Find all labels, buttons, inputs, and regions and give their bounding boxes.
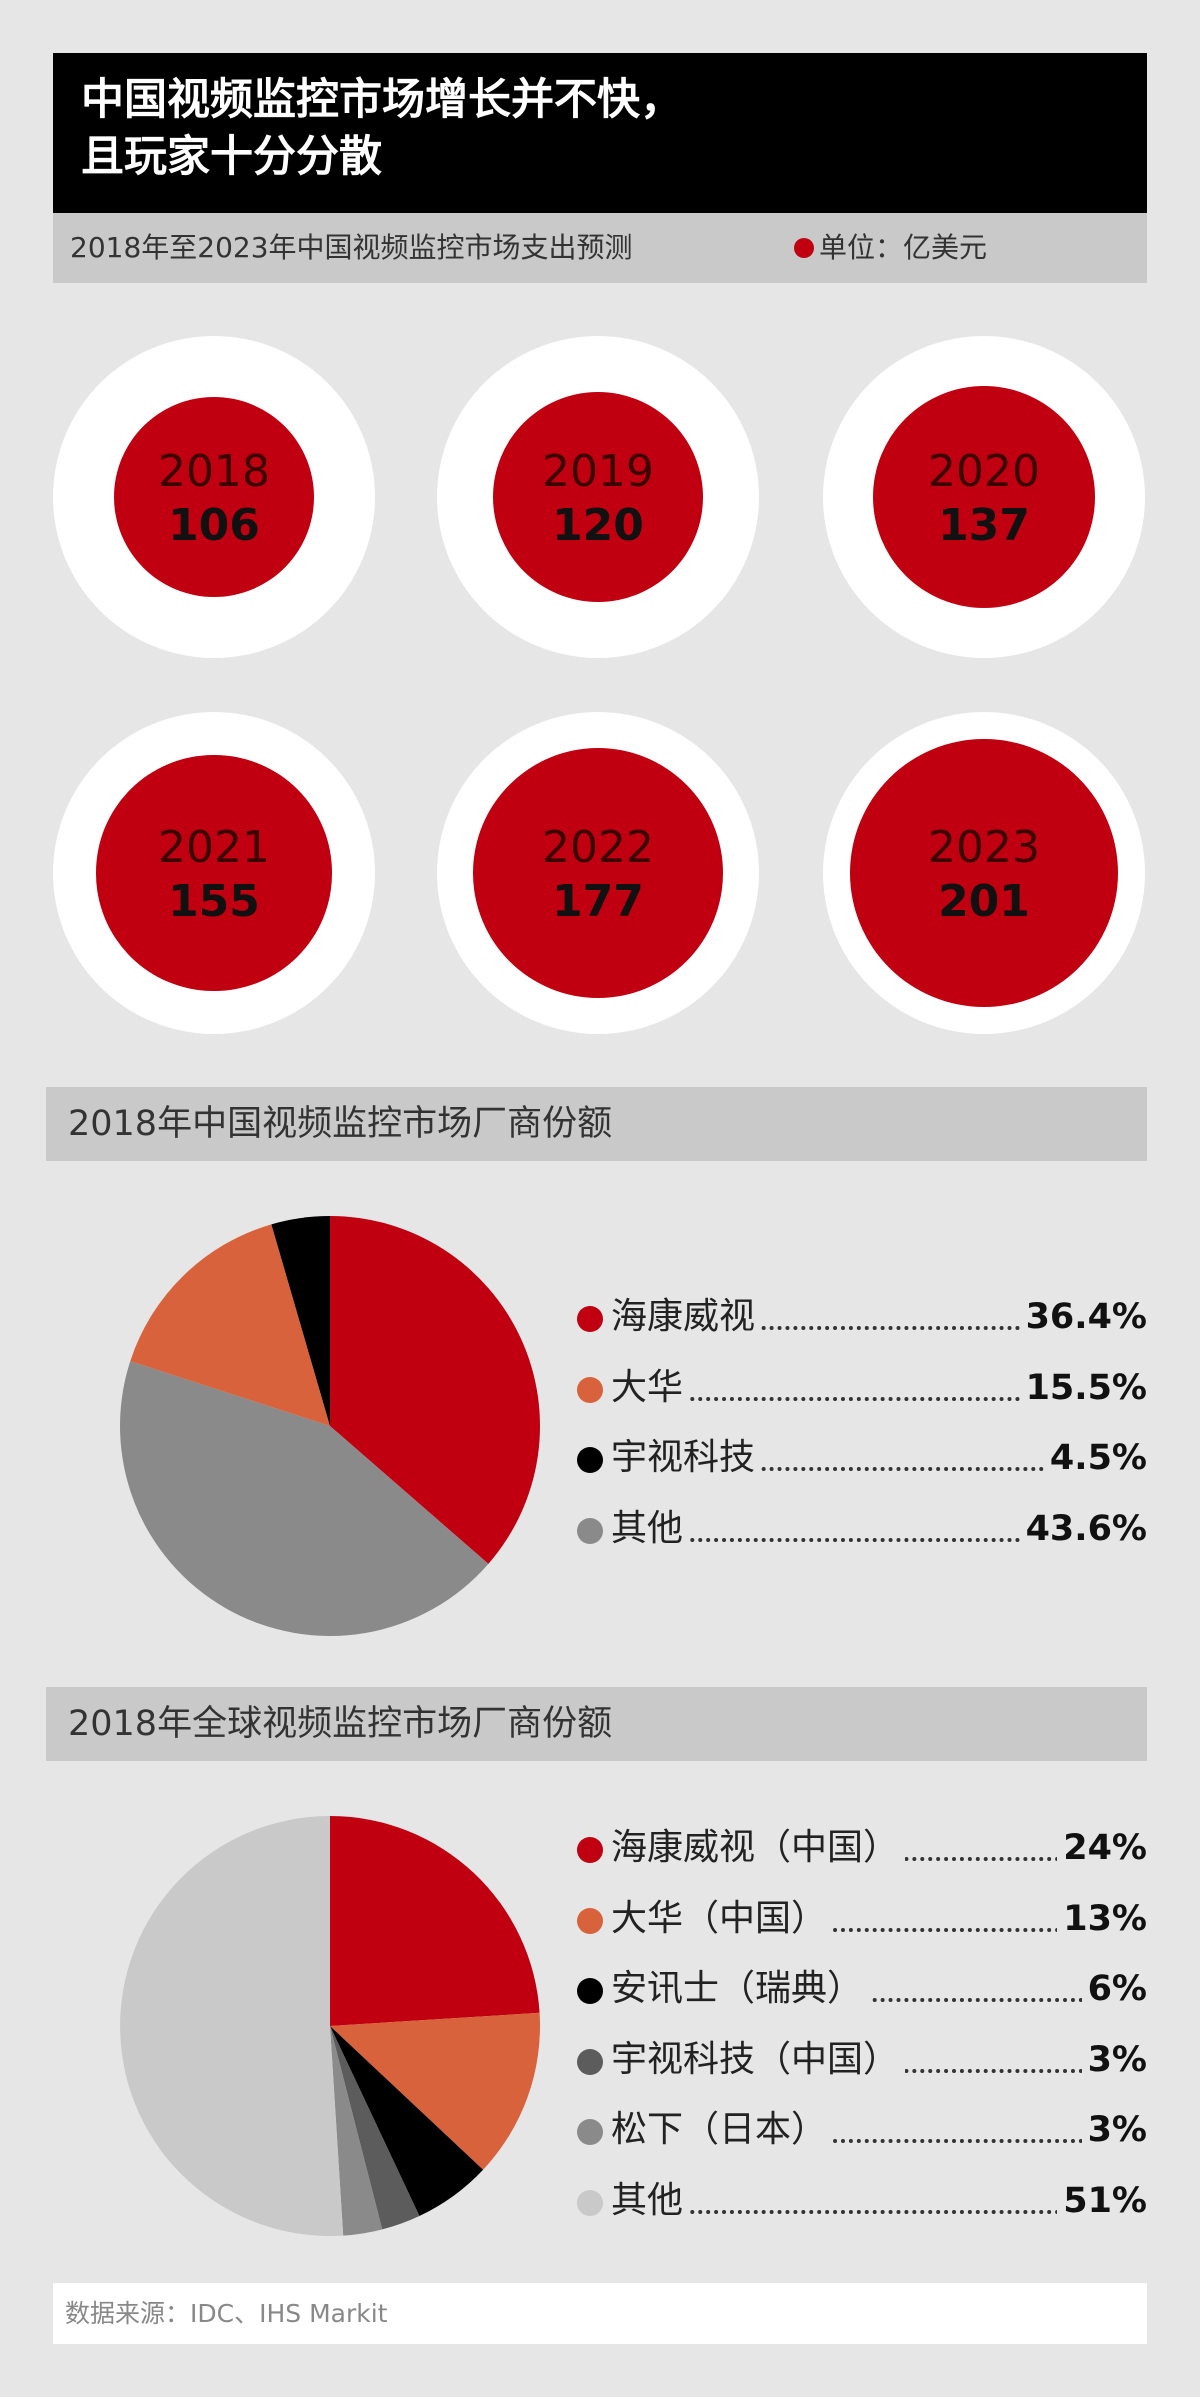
global-share-section-bar: 2018年全球视频监控市场厂商份额	[46, 1687, 1147, 1761]
legend-leader-dots	[611, 1467, 1147, 1471]
legend-dot-icon	[577, 2189, 603, 2216]
legend-item: 海康威视（中国） 24%	[577, 1824, 1147, 1872]
legend-leader-dots	[611, 1326, 1147, 1330]
pie-slice-1	[120, 1361, 489, 1636]
legend-item: 宇视科技（中国） 3%	[577, 2035, 1147, 2084]
legend-item: 大华（中国） 13%	[577, 1894, 1147, 1943]
legend-value: 36.4%	[1019, 1293, 1147, 1341]
bubble-year-label: 2019	[542, 446, 654, 497]
pie-slice-5	[120, 1816, 344, 2236]
legend-value: 43.6%	[1019, 1504, 1147, 1553]
bubble-2020	[872, 385, 1096, 609]
legend-value: 6%	[1081, 1965, 1147, 2013]
global-share-title: 2018年全球视频监控市场厂商份额	[68, 1704, 613, 1744]
bubble-2023	[850, 739, 1118, 1007]
global-share-pie	[120, 1816, 541, 2236]
legend-leader-dots	[611, 2209, 1147, 2214]
legend-label: 松下（日本）	[611, 2106, 834, 2154]
bubble-2018	[114, 397, 314, 597]
pie-slice-2	[130, 1224, 330, 1426]
legend-leader-dots	[611, 1927, 1147, 1932]
legend-value: 13%	[1057, 1894, 1147, 1943]
legend-dot-icon	[577, 1447, 603, 1473]
bubble-2019	[492, 391, 703, 602]
china-share-section-bar: 2018年中国视频监控市场厂商份额	[46, 1087, 1147, 1161]
legend-leader-dots	[611, 1537, 1147, 1542]
legend-dot-icon	[577, 2048, 603, 2075]
legend-value: 51%	[1057, 2176, 1147, 2225]
bubble-year-label: 2018	[158, 446, 270, 497]
pie-slice-0	[330, 1816, 540, 2026]
legend-label: 海康威视（中国）	[611, 1824, 906, 1872]
legend-label: 宇视科技	[611, 1434, 762, 1482]
legend-dot-icon	[577, 1837, 603, 1863]
bubble-value-label: 120	[552, 500, 644, 551]
pie-slice-0	[330, 1216, 540, 1564]
legend-label: 安讯士（瑞典）	[611, 1965, 870, 2013]
legend-item: 大华 15.5%	[577, 1363, 1147, 1412]
subtitle-bar: 2018年至2023年中国视频监控市场支出预测 单位：亿美元	[53, 213, 1147, 283]
pie-slice-4	[330, 2026, 383, 2236]
legend-dot-icon	[577, 1517, 603, 1544]
source-note: 数据来源：IDC、IHS Markit	[65, 2299, 388, 2328]
legend-label: 大华	[611, 1363, 690, 1412]
unit-label: 单位：亿美元	[819, 231, 988, 264]
legend-leader-dots	[611, 1396, 1147, 1401]
legend-item: 宇视科技 4.5%	[577, 1434, 1147, 1482]
legend-value: 15.5%	[1019, 1363, 1147, 1412]
legend-item: 安讯士（瑞典） 6%	[577, 1965, 1147, 2013]
legend-dot-icon	[577, 1376, 603, 1403]
title-block: 中国视频监控市场增长并不快， 且玩家十分分散	[53, 53, 1147, 213]
page-title-line1: 中国视频监控市场增长并不快，	[81, 75, 683, 125]
bubble-2022	[472, 747, 724, 999]
source-bar: 数据来源：IDC、IHS Markit	[53, 2283, 1147, 2344]
bubble-value-label: 106	[168, 500, 260, 551]
legend-value: 3%	[1081, 2035, 1147, 2084]
spend-bubble-chart: 2018 106 2019 120 2020 137 2021 155 2022 177 2023 2…	[0, 0, 1200, 1040]
legend-dot-icon	[577, 1907, 603, 1934]
unit-dot-icon	[794, 238, 814, 258]
bubble-value-label: 177	[552, 876, 644, 927]
page-title-line2: 且玩家十分分散	[81, 132, 382, 182]
legend-value: 3%	[1081, 2106, 1147, 2154]
pie-slice-1	[330, 2012, 541, 2170]
legend-item: 其他 43.6%	[577, 1504, 1147, 1553]
legend-value: 24%	[1057, 1824, 1147, 1872]
legend-item: 松下（日本） 3%	[577, 2106, 1147, 2154]
legend-label: 大华（中国）	[611, 1894, 834, 1943]
chart-subtitle: 2018年至2023年中国视频监控市场支出预测	[70, 231, 633, 264]
bubble-2021	[96, 755, 332, 991]
legend-leader-dots	[611, 2139, 1147, 2143]
legend-dot-icon	[577, 1978, 603, 2004]
legend-label: 其他	[611, 2176, 690, 2225]
bubble-value-label: 201	[938, 876, 1030, 927]
pie-slice-3	[330, 2026, 420, 2230]
pie-slice-2	[330, 2026, 484, 2217]
legend-label: 其他	[611, 1504, 690, 1553]
legend-item: 海康威视 36.4%	[577, 1293, 1147, 1341]
bubble-value-label: 155	[168, 876, 260, 927]
bubble-year-label: 2022	[542, 822, 654, 873]
china-share-title: 2018年中国视频监控市场厂商份额	[68, 1104, 613, 1144]
legend-label: 宇视科技（中国）	[611, 2035, 906, 2084]
pie-slice-3	[271, 1216, 330, 1426]
legend-leader-dots	[611, 1998, 1147, 2002]
legend-label: 海康威视	[611, 1293, 762, 1341]
legend-item: 其他 51%	[577, 2176, 1147, 2225]
legend-dot-icon	[577, 1306, 603, 1332]
legend-value: 4.5%	[1043, 1434, 1147, 1482]
bubble-value-label: 137	[938, 500, 1030, 551]
bubble-year-label: 2023	[928, 822, 1040, 873]
bubble-year-label: 2020	[928, 446, 1040, 497]
legend-dot-icon	[577, 2119, 603, 2145]
bubble-year-label: 2021	[158, 822, 270, 873]
china-share-pie	[120, 1216, 540, 1636]
